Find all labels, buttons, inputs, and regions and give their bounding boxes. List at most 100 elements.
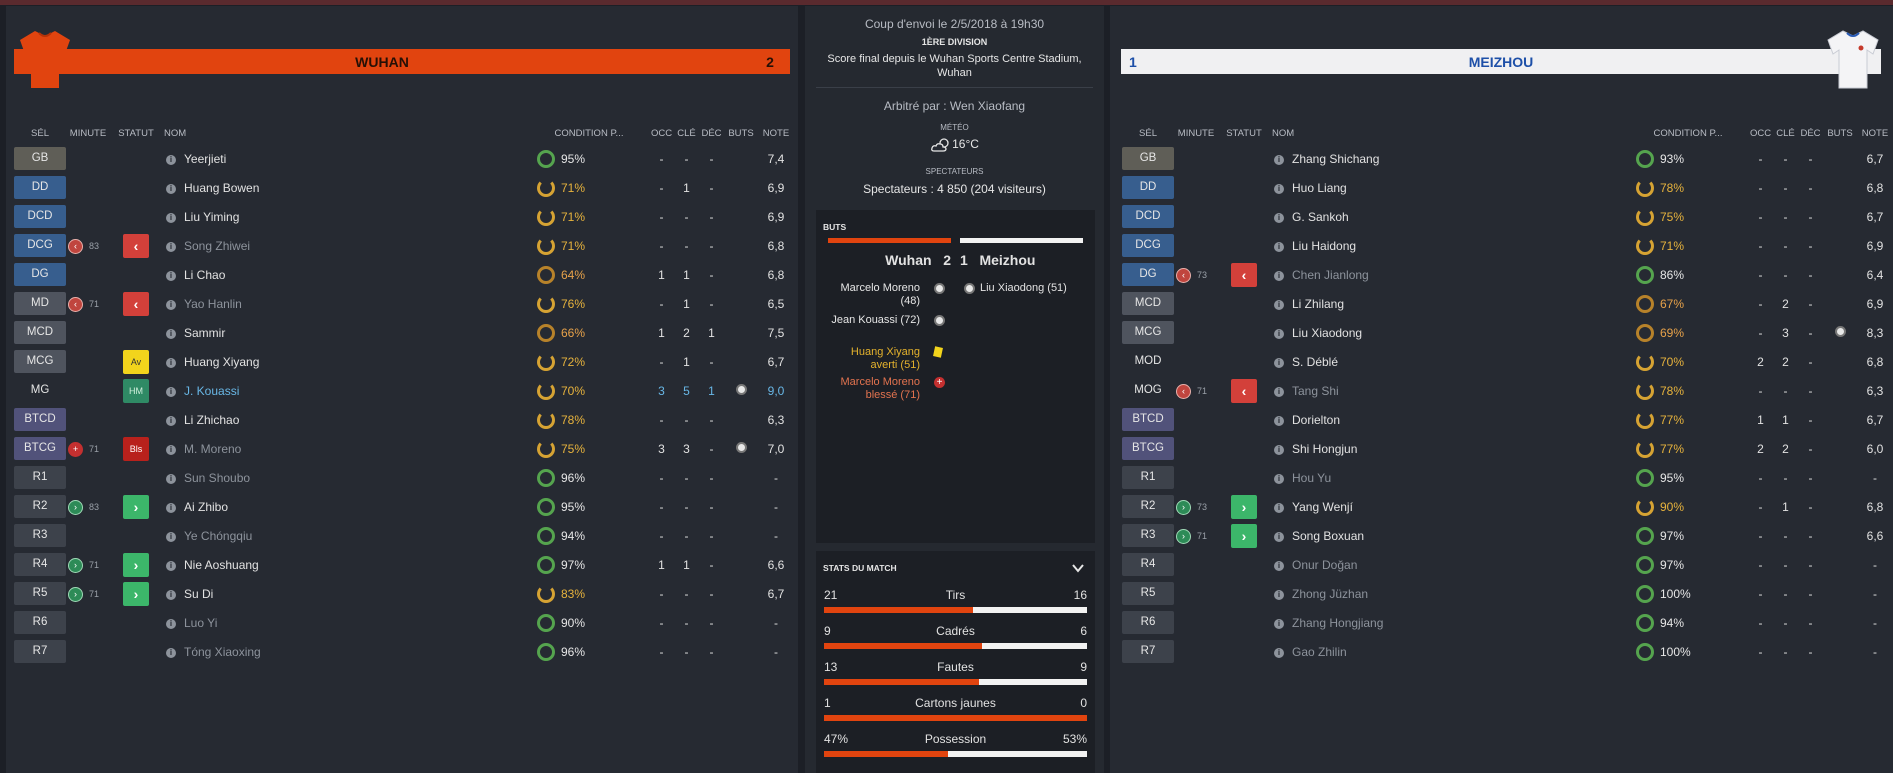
player-row[interactable]: DD i Huang Bowen 71% - 1 - 6,9 bbox=[12, 173, 794, 202]
info-icon[interactable]: i bbox=[1274, 618, 1284, 629]
position-badge[interactable]: DCG bbox=[14, 234, 66, 257]
player-row[interactable]: MCD i Li Zhilang 67% - 2 - 6,9 bbox=[1120, 289, 1893, 318]
player-row[interactable]: R1 i Sun Shoubo 96% - - - - bbox=[12, 463, 794, 492]
info-icon[interactable]: i bbox=[1274, 415, 1284, 426]
position-badge[interactable]: R6 bbox=[1122, 611, 1174, 634]
info-icon[interactable]: i bbox=[1274, 647, 1284, 658]
player-name[interactable]: Gao Zhilin bbox=[1292, 644, 1347, 659]
player-name[interactable]: Yeerjieti bbox=[184, 151, 227, 166]
info-icon[interactable]: i bbox=[166, 647, 176, 658]
info-icon[interactable]: i bbox=[166, 357, 176, 368]
info-icon[interactable]: i bbox=[1274, 386, 1284, 397]
column-header-note[interactable]: NOTE bbox=[1861, 127, 1889, 139]
player-name[interactable]: Huo Liang bbox=[1292, 180, 1347, 195]
info-icon[interactable]: i bbox=[166, 299, 176, 310]
player-name[interactable]: S. Déblé bbox=[1292, 354, 1339, 369]
player-row[interactable]: DCD i Liu Yiming 71% - - - 6,9 bbox=[12, 202, 794, 231]
player-name[interactable]: Dorielton bbox=[1292, 412, 1341, 427]
column-header-buts[interactable]: BUTS bbox=[1827, 127, 1853, 139]
player-row[interactable]: R1 i Hou Yu 95% - - - - bbox=[1120, 463, 1893, 492]
player-name[interactable]: Li Zhichao bbox=[184, 412, 240, 427]
info-icon[interactable]: i bbox=[1274, 154, 1284, 165]
player-row[interactable]: R3 › 71 › i Song Boxuan 97% - - -6,6 bbox=[1120, 521, 1893, 550]
info-icon[interactable]: i bbox=[1274, 531, 1284, 542]
position-badge[interactable]: DD bbox=[1122, 176, 1174, 199]
player-row[interactable]: R5 i Zhong Jüzhan 100% - - - - bbox=[1120, 579, 1893, 608]
player-name[interactable]: Tóng Xiaoxing bbox=[184, 644, 261, 659]
column-header-occ[interactable]: OCC bbox=[1749, 127, 1772, 139]
player-name[interactable]: Chen Jianlong bbox=[1292, 267, 1369, 282]
position-badge[interactable]: R6 bbox=[14, 611, 66, 634]
info-icon[interactable]: i bbox=[1274, 270, 1284, 281]
player-row[interactable]: MCG Av i Huang Xiyang 72% - 1 - 6,7 bbox=[12, 347, 794, 376]
position-badge[interactable]: R1 bbox=[14, 466, 66, 489]
column-header-cle[interactable]: CLÉ bbox=[677, 127, 696, 139]
player-name[interactable]: Tang Shi bbox=[1292, 383, 1339, 398]
column-header-sel[interactable]: SÉL bbox=[1139, 127, 1157, 139]
player-name[interactable]: J. Kouassi bbox=[184, 383, 240, 398]
position-badge[interactable]: MG bbox=[30, 384, 50, 396]
player-row[interactable]: R6 i Zhang Hongjiang 94% - - - - bbox=[1120, 608, 1893, 637]
column-header-minute[interactable]: MINUTE bbox=[69, 127, 107, 139]
position-badge[interactable]: R4 bbox=[14, 553, 66, 576]
player-row[interactable]: DG ‹ 73 ‹ i Chen Jianlong 86% - - -6,4 bbox=[1120, 260, 1893, 289]
position-badge[interactable]: R2 bbox=[1122, 495, 1174, 518]
player-name[interactable]: Sammir bbox=[184, 325, 226, 340]
player-name[interactable]: Ye Chóngqiu bbox=[184, 528, 253, 543]
position-badge[interactable]: MCG bbox=[14, 350, 66, 373]
player-name[interactable]: Hou Yu bbox=[1292, 470, 1332, 485]
info-icon[interactable]: i bbox=[166, 212, 176, 223]
position-badge[interactable]: R4 bbox=[1122, 553, 1174, 576]
home-team-banner[interactable]: WUHAN 2 bbox=[14, 49, 790, 74]
position-badge[interactable]: MD bbox=[14, 292, 66, 315]
player-row[interactable]: BTCD i Dorielton 77% 1 1 - 6,7 bbox=[1120, 405, 1893, 434]
column-header-nom[interactable]: NOM bbox=[164, 127, 187, 139]
player-name[interactable]: Sun Shoubo bbox=[184, 470, 251, 485]
column-header-minute[interactable]: MINUTE bbox=[1177, 127, 1215, 139]
player-row[interactable]: R5 › 71 › i Su Di 83% - - -6,7 bbox=[12, 579, 794, 608]
position-badge[interactable]: R3 bbox=[14, 524, 66, 547]
player-row[interactable]: GB i Zhang Shichang 93% - - - 6,7 bbox=[1120, 144, 1893, 173]
position-badge[interactable]: MOG bbox=[1134, 384, 1162, 396]
info-icon[interactable]: i bbox=[1274, 241, 1284, 252]
player-name[interactable]: Shi Hongjun bbox=[1292, 441, 1358, 456]
position-badge[interactable]: BTCG bbox=[14, 437, 66, 460]
info-icon[interactable]: i bbox=[1274, 183, 1284, 194]
player-row[interactable]: MCD i Sammir 66% 1 2 1 7,5 bbox=[12, 318, 794, 347]
position-badge[interactable]: R5 bbox=[14, 582, 66, 605]
player-name[interactable]: Yang Wenjí bbox=[1292, 499, 1353, 514]
player-row[interactable]: R7 i Gao Zhilin 100% - - - - bbox=[1120, 637, 1893, 666]
player-row[interactable]: R4 › 71 › i Nie Aoshuang 97% 1 1-6,6 bbox=[12, 550, 794, 579]
player-row[interactable]: R2 › 73 › i Yang Wenjí 90% -1-6,8 bbox=[1120, 492, 1893, 521]
info-icon[interactable]: i bbox=[1274, 502, 1284, 513]
player-name[interactable]: Nie Aoshuang bbox=[184, 557, 259, 572]
info-icon[interactable]: i bbox=[166, 386, 176, 397]
player-row[interactable]: MOD i S. Déblé 70% 2 2 - 6,8 bbox=[1120, 347, 1893, 376]
player-name[interactable]: Zhang Shichang bbox=[1292, 151, 1380, 166]
player-row[interactable]: BTCD i Li Zhichao 78% - - - 6,3 bbox=[12, 405, 794, 434]
column-header-note[interactable]: NOTE bbox=[762, 127, 790, 139]
position-badge[interactable]: DCD bbox=[1122, 205, 1174, 228]
column-header-dec[interactable]: DÉC bbox=[1800, 127, 1821, 139]
info-icon[interactable]: i bbox=[1274, 473, 1284, 484]
player-row[interactable]: GB i Yeerjieti 95% - - - 7,4 bbox=[12, 144, 794, 173]
player-row[interactable]: DCG i Liu Haidong 71% - - - 6,9 bbox=[1120, 231, 1893, 260]
position-badge[interactable]: GB bbox=[1122, 147, 1174, 170]
position-badge[interactable]: BTCG bbox=[1122, 437, 1174, 460]
player-name[interactable]: Luo Yi bbox=[184, 615, 218, 630]
player-row[interactable]: R4 i Onur Doğan 97% - - - - bbox=[1120, 550, 1893, 579]
player-row[interactable]: BTCG +71 Bls i M. Moreno 75% 3 3 - 7,0 bbox=[12, 434, 794, 463]
player-row[interactable]: DD i Huo Liang 78% - - - 6,8 bbox=[1120, 173, 1893, 202]
player-name[interactable]: Liu Xiaodong bbox=[1292, 325, 1363, 340]
column-header-dec[interactable]: DÉC bbox=[701, 127, 722, 139]
info-icon[interactable]: i bbox=[166, 241, 176, 252]
position-badge[interactable]: MCG bbox=[1122, 321, 1174, 344]
column-header-sel[interactable]: SÉL bbox=[31, 127, 49, 139]
column-header-statut[interactable]: STATUT bbox=[1226, 127, 1262, 139]
player-name[interactable]: Ai Zhibo bbox=[184, 499, 229, 514]
info-icon[interactable]: i bbox=[166, 444, 176, 455]
player-name[interactable]: Zhong Jüzhan bbox=[1292, 586, 1369, 601]
column-header-condition[interactable]: CONDITION P... bbox=[554, 127, 624, 139]
player-name[interactable]: Song Zhiwei bbox=[184, 238, 251, 253]
info-icon[interactable]: i bbox=[166, 270, 176, 281]
